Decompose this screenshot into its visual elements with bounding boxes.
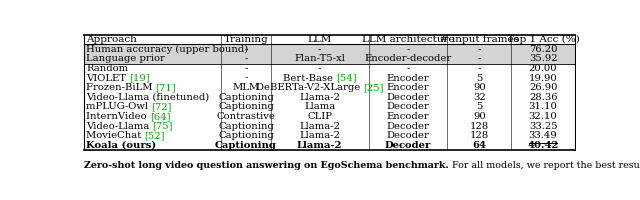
Text: Decoder: Decoder (385, 141, 431, 150)
Text: 19.90: 19.90 (529, 74, 557, 83)
Text: Language prior: Language prior (86, 54, 165, 63)
Text: Human accuracy (upper bound): Human accuracy (upper bound) (86, 45, 248, 54)
Text: LLM: LLM (307, 35, 332, 44)
Text: [25]: [25] (363, 83, 383, 92)
Text: -: - (318, 45, 321, 54)
Text: Captioning: Captioning (218, 122, 274, 131)
Text: Captioning: Captioning (218, 102, 274, 111)
Text: LLM architecture: LLM architecture (362, 35, 454, 44)
Text: 128: 128 (470, 131, 489, 140)
Text: Encoder-decoder: Encoder-decoder (364, 54, 452, 63)
Text: [72]: [72] (151, 102, 172, 111)
Text: 90: 90 (473, 112, 486, 121)
Text: InternVideo: InternVideo (86, 112, 150, 121)
Text: 32: 32 (473, 93, 486, 102)
Text: Bert-Base [54]: Bert-Base [54] (283, 74, 356, 83)
Text: # input frames: # input frames (440, 35, 519, 44)
Text: 128: 128 (470, 122, 489, 131)
Text: 20.00: 20.00 (529, 64, 557, 73)
Text: [75]: [75] (152, 122, 173, 131)
Text: -: - (406, 64, 410, 73)
Text: Contrastive: Contrastive (216, 112, 275, 121)
Text: Approach: Approach (86, 35, 137, 44)
Text: Random: Random (86, 64, 128, 73)
Text: Decoder: Decoder (387, 93, 429, 102)
Text: [54]: [54] (336, 74, 356, 83)
Text: Video-Llama (finetuned): Video-Llama (finetuned) (86, 93, 209, 102)
Text: -: - (244, 64, 248, 73)
Text: 31.10: 31.10 (529, 102, 557, 111)
Text: Bert-Base: Bert-Base (283, 74, 336, 83)
Text: Encoder: Encoder (387, 83, 429, 92)
Text: 33.25: 33.25 (529, 122, 557, 131)
Text: DeBERTa-V2-XLarge [25]: DeBERTa-V2-XLarge [25] (256, 83, 383, 92)
Text: Flan-T5-xl: Flan-T5-xl (294, 54, 345, 63)
Text: VIOLET: VIOLET (86, 74, 129, 83)
Text: Llama: Llama (304, 102, 335, 111)
Text: 40.42: 40.42 (527, 141, 559, 150)
Text: Llama-2: Llama-2 (299, 93, 340, 102)
Text: Decoder: Decoder (387, 102, 429, 111)
Text: Decoder: Decoder (387, 131, 429, 140)
Text: 26.90: 26.90 (529, 83, 557, 92)
Text: MLM: MLM (232, 83, 260, 92)
Text: DeBERTa-V2-XLarge: DeBERTa-V2-XLarge (256, 83, 363, 92)
Text: Llama-2: Llama-2 (297, 141, 342, 150)
Text: Top 1 Acc (%): Top 1 Acc (%) (507, 35, 579, 44)
Text: [52]: [52] (145, 131, 165, 140)
Text: -: - (406, 45, 410, 54)
Text: Encoder: Encoder (387, 112, 429, 121)
Text: 32.10: 32.10 (529, 112, 557, 121)
Text: -: - (477, 45, 481, 54)
Text: For all models, we report the best results obtain: For all models, we report the best resul… (449, 161, 640, 170)
Text: 76.20: 76.20 (529, 45, 557, 54)
Text: 28.36: 28.36 (529, 93, 557, 102)
Text: -: - (244, 45, 248, 54)
Text: Captioning: Captioning (218, 131, 274, 140)
Text: 35.92: 35.92 (529, 54, 557, 63)
Text: 90: 90 (473, 83, 486, 92)
Text: Llama-2: Llama-2 (299, 131, 340, 140)
Text: Koala (ours): Koala (ours) (86, 141, 156, 150)
Text: mPLUG-Owl: mPLUG-Owl (86, 102, 151, 111)
Text: Captioning: Captioning (218, 93, 274, 102)
Text: CLIP: CLIP (307, 112, 332, 121)
Text: -: - (318, 64, 321, 73)
Text: Training: Training (223, 35, 268, 44)
Text: Encoder: Encoder (387, 74, 429, 83)
Text: Llama-2: Llama-2 (299, 122, 340, 131)
Text: [71]: [71] (156, 83, 176, 92)
Bar (84, 54, 575, 64)
Text: Decoder: Decoder (387, 122, 429, 131)
Text: Captioning: Captioning (215, 141, 277, 150)
Text: 5: 5 (476, 102, 483, 111)
Text: Frozen-BiLM: Frozen-BiLM (86, 83, 156, 92)
Text: -: - (477, 64, 481, 73)
Text: -: - (477, 54, 481, 63)
Text: [19]: [19] (129, 74, 150, 83)
Text: [64]: [64] (150, 112, 170, 121)
Text: -: - (244, 54, 248, 63)
Bar (84, 44, 575, 54)
Text: Video-Llama: Video-Llama (86, 122, 152, 131)
Text: 5: 5 (476, 74, 483, 83)
Text: MovieChat: MovieChat (86, 131, 145, 140)
Text: 33.49: 33.49 (529, 131, 557, 140)
Text: Zero-shot long video question answering on EgoSchema benchmark.: Zero-shot long video question answering … (84, 161, 449, 170)
Text: 64: 64 (472, 141, 486, 150)
Text: -: - (244, 74, 248, 83)
